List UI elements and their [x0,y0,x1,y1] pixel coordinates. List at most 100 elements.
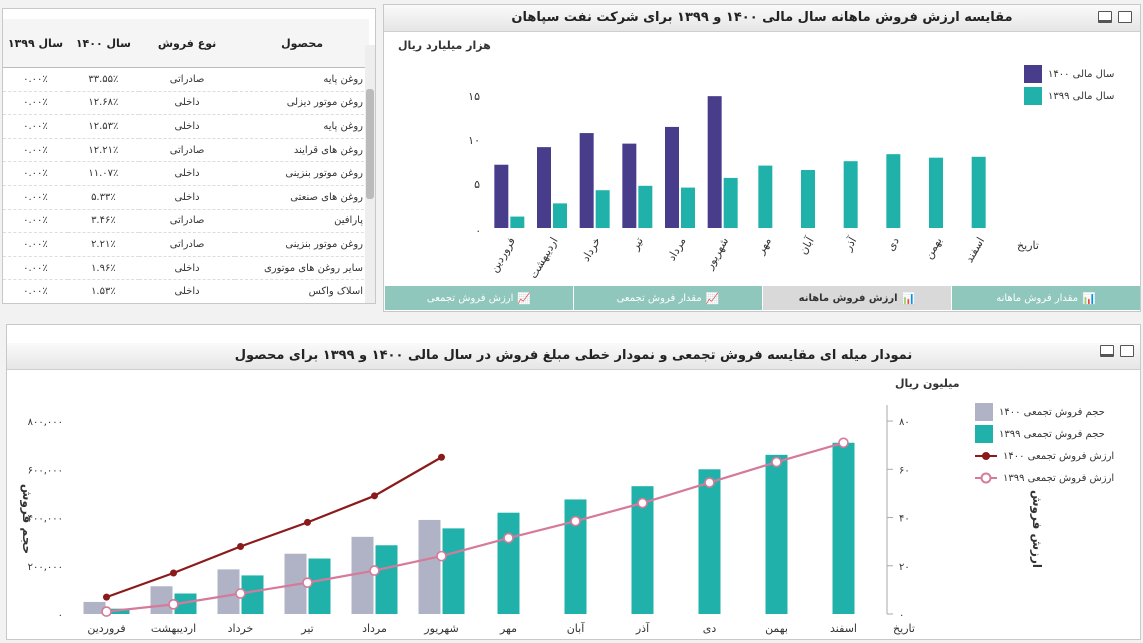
cell-product: روغن پایه [235,114,369,139]
fullscreen-icon[interactable] [1118,11,1132,23]
tab-cumulative-volume[interactable]: 📈 مقدار فروش تجمعی [573,286,762,310]
x-axis-label: تاریخ [1017,239,1039,252]
bar-1400 [665,126,679,228]
cumulative-combo-chart: ۰ ۲۰۰,۰۰۰ ۴۰۰,۰۰۰ ۶۰۰,۰۰۰ ۸۰۰,۰۰۰ ۰ ۲۰ ۴۰ ۶۰ ۸۰ حج… [19,405,1044,635]
bar-vol-1400 [83,601,106,614]
cumulative-chart-title: نمودار میله ای مقایسه فروش تجمعی و نمودا… [7,343,1140,370]
table-row[interactable]: سایر روغن های موتوری داخلی ۱.۹۶٪ ۰.۰۰٪ [3,256,369,281]
value-1400-point [371,492,378,500]
download-icon[interactable] [1098,11,1112,23]
y-tick-label: ۴۰۰,۰۰۰ [28,514,63,525]
col-year-1400[interactable]: سال ۱۴۰۰ [67,19,139,68]
y2-tick-label: ۲۰ [899,562,910,573]
bar-vol-1399 [174,593,197,614]
y2-tick-label: ۶۰ [899,465,910,476]
cell-type: داخلی [138,161,236,186]
legend-swatch-vol-1399 [975,425,993,443]
legend-swatch-1400 [1024,65,1042,83]
x-tick-label: آذر [840,234,860,254]
table-row[interactable]: پارافینداخلی۱.۳۶٪۰.۰۰٪ [3,303,369,304]
cell-type: داخلی [138,256,236,281]
monthly-bar-chart: ۵ ۱۰ ۱۵. فروردین اردیبهشت خرداد تیر مرداد شهریور… [468,90,1039,281]
x-tick-label: خرداد [228,622,254,635]
bar-1399 [843,161,858,228]
y2-tick-label: ۴۰ [899,514,910,525]
value-1399-point [570,515,581,527]
cell-y1400: ۱.۹۶٪ [67,256,139,281]
legend-label-1399[interactable]: سال مالی ۱۳۹۹ [1048,90,1115,102]
table-row[interactable]: روغن های قرایند صادراتی ۱۲.۲۱٪ ۰.۰۰٪ [3,138,369,163]
legend-label-vol-1400[interactable]: حجم فروش تجمعی ۱۴۰۰ [999,406,1105,418]
x-tick-label: اردیبهشت [527,235,561,281]
bar-vol-1399 [497,512,520,614]
y2-tick-label: ۸۰ [899,417,910,428]
x-tick-label: اردیبهشت [151,622,196,635]
product-share-table-panel: محصول نوع فروش سال ۱۴۰۰ سال ۱۳۹۹ روغن پا… [2,8,376,304]
x-tick-label: مرداد [665,235,689,263]
value-1399-point [369,565,380,576]
cell-product: روغن موتور بنزینی [235,161,369,186]
bar-vol-1400 [418,519,441,614]
table-row[interactable]: روغن موتور بنزینی صادراتی ۲.۲۱٪ ۰.۰۰٪ [3,232,369,257]
cell-product: روغن موتور بنزینی [235,232,369,257]
cell-y1400: ۱۲.۲۱٪ [67,138,139,163]
value-1399-point [838,437,849,449]
legend-label-val-1400[interactable]: ارزش فروش تجمعی ۱۴۰۰ [1003,450,1115,462]
value-1399-point [771,456,782,468]
download-icon[interactable] [1100,345,1114,357]
x-tick-label: بهمن [765,622,788,635]
cell-type: داخلی [138,91,236,116]
value-1400-point [237,542,244,550]
value-1400-point [103,593,110,601]
cell-y1399: ۰.۰۰٪ [3,161,68,186]
value-1399-point [101,606,112,617]
bar-1399 [758,165,773,228]
value-1400-line [106,456,443,599]
bar-vol-1399 [832,442,855,614]
monthly-chart-unit: هزار میلیارد ریال [398,39,491,52]
table-row[interactable]: پارافین صادراتی ۳.۴۶٪ ۰.۰۰٪ [3,209,369,234]
table-row[interactable]: روغن پایه صادراتی ۳۳.۵۵٪ ۰.۰۰٪ [3,67,369,92]
table-scrollbar[interactable] [365,45,375,303]
col-sale-type[interactable]: نوع فروش [138,19,236,68]
legend-label-val-1399[interactable]: ارزش فروش تجمعی ۱۳۹۹ [1003,472,1115,484]
y-tick-label: ۲۰۰,۰۰۰ [28,562,63,573]
table-row[interactable]: روغن موتور بنزینی داخلی ۱۱.۰۷٪ ۰.۰۰٪ [3,161,369,186]
col-year-1399[interactable]: سال ۱۳۹۹ [3,19,68,68]
x-tick-label: آبان [567,621,585,635]
x-tick-label: آبان [796,234,817,257]
tab-monthly-value[interactable]: 📊 ارزش فروش ماهانه [762,286,951,310]
cell-y1400: ۱۲.۶۸٪ [67,91,139,116]
bar-vol-1399 [564,499,587,614]
legend-swatch-val-1400 [975,452,997,460]
y-tick-label: . [477,222,481,235]
cell-y1399: ۰.۰۰٪ [3,185,68,210]
tab-monthly-volume[interactable]: 📊 مقدار فروش ماهانه [951,286,1140,310]
y-tick-label: ۰ [58,610,63,621]
x-tick-label: مهر [754,235,774,257]
bar-1400 [537,147,551,228]
value-1399-point [704,477,715,488]
y-tick-label: ۶۰۰,۰۰۰ [28,465,63,476]
table-row[interactable]: روغن موتور دیزلی داخلی ۱۲.۶۸٪ ۰.۰۰٪ [3,91,369,116]
table-row[interactable]: روغن های صنعتی داخلی ۵.۳۳٪ ۰.۰۰٪ [3,185,369,210]
cell-type: صادراتی [138,232,236,257]
cell-type: داخلی [139,303,235,304]
bar-vol-1399 [631,486,654,614]
table-row[interactable]: اسلاک واکس داخلی ۱.۵۳٪ ۰.۰۰٪ [3,279,369,303]
x-axis-label: تاریخ [893,622,915,635]
y-tick-label: ۱۵ [468,90,480,103]
fullscreen-icon[interactable] [1120,345,1134,357]
y2-tick-label: ۰ [899,610,904,621]
x-tick-label: مرداد [362,622,387,635]
value-1400-point [438,453,445,461]
line-chart-icon: 📈 [517,291,532,305]
tab-cumulative-value[interactable]: 📈 ارزش فروش تجمعی [384,286,573,310]
table-row[interactable]: روغن پایه داخلی ۱۲.۵۳٪ ۰.۰۰٪ [3,114,369,139]
cumulative-chart-panel: نمودار میله ای مقایسه فروش تجمعی و نمودا… [6,324,1141,640]
legend-label-1400[interactable]: سال مالی ۱۴۰۰ [1048,68,1115,80]
col-product[interactable]: محصول [235,19,369,68]
legend-label-vol-1399[interactable]: حجم فروش تجمعی ۱۳۹۹ [999,428,1105,440]
scrollbar-thumb[interactable] [366,89,374,199]
bar-chart-icon: 📊 [901,291,916,305]
